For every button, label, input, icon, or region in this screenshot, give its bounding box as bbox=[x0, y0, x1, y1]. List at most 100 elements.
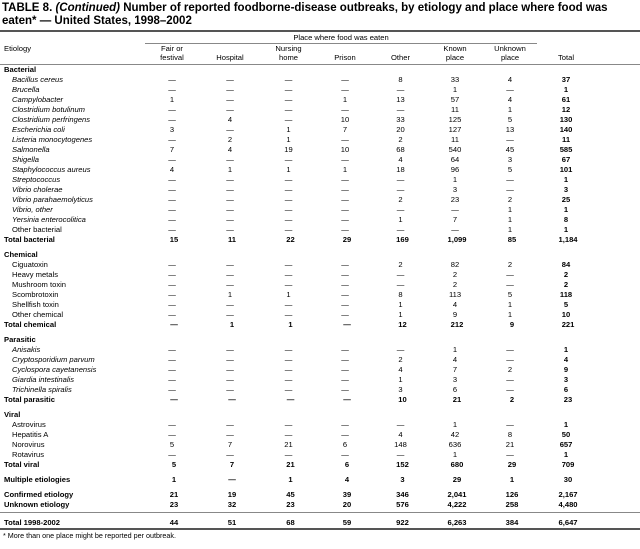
etiology-name: Vibrio parahaemolyticus bbox=[12, 195, 93, 204]
value-cell: 9 bbox=[452, 310, 458, 319]
spacer bbox=[483, 65, 537, 76]
rule bbox=[595, 62, 640, 65]
table-row: Scombrotoxin — 1 1 — 8 113 5 118 bbox=[0, 290, 640, 300]
value-cell: 12 bbox=[398, 320, 407, 329]
value-cell: 1 bbox=[563, 420, 569, 429]
value-cell: — bbox=[284, 310, 293, 319]
table-row: Ciguatoxin — — — — 2 82 2 84 bbox=[0, 260, 640, 270]
value-cell: 4 bbox=[563, 355, 569, 364]
value-cell: — bbox=[396, 420, 405, 429]
value-cell: — bbox=[168, 375, 176, 384]
spacer bbox=[427, 410, 483, 420]
rule bbox=[374, 510, 427, 513]
value-cell: 3 bbox=[563, 185, 569, 194]
etiology-name: Giardia intestinalis bbox=[12, 375, 75, 384]
rule bbox=[427, 510, 483, 513]
value-cell: 5 bbox=[507, 115, 513, 124]
spacer bbox=[595, 135, 640, 145]
spacer bbox=[537, 410, 595, 420]
value-cell: — bbox=[284, 105, 293, 114]
value-cell: 44 bbox=[145, 518, 199, 530]
spacer bbox=[595, 345, 640, 355]
value-cell: 6 bbox=[344, 460, 350, 469]
value-cell: — bbox=[226, 300, 234, 309]
value-cell: 13 bbox=[505, 125, 515, 134]
column-header bbox=[537, 44, 595, 54]
value-cell: 4 bbox=[169, 165, 175, 174]
etiology-name: Rotavirus bbox=[12, 450, 45, 459]
value-cell: 64 bbox=[450, 155, 460, 164]
value-cell: — bbox=[168, 450, 176, 459]
value-cell: 2 bbox=[507, 365, 513, 374]
value-cell: — bbox=[506, 135, 514, 144]
etiology-name: Bacillus cereus bbox=[12, 75, 64, 84]
value-cell: — bbox=[284, 420, 293, 429]
table-row: Listeria monocytogenes — 2 1 — 2 11 — 11 bbox=[0, 135, 640, 145]
value-cell: — bbox=[396, 205, 405, 214]
etiology-name: Scombrotoxin bbox=[12, 290, 59, 299]
rule bbox=[537, 510, 596, 513]
value-cell: 3 bbox=[452, 185, 458, 194]
value-cell: 2 bbox=[398, 355, 403, 364]
table-row: Shigella — — — — 4 64 3 67 bbox=[0, 155, 640, 165]
value-cell: — bbox=[168, 280, 176, 289]
value-cell: 13 bbox=[396, 95, 405, 104]
value-cell: 61 bbox=[561, 95, 571, 104]
value-cell: 2 bbox=[507, 195, 513, 204]
value-cell: 8 bbox=[507, 430, 513, 439]
value-cell: 50 bbox=[561, 430, 571, 439]
value-cell: 2,041 bbox=[447, 490, 467, 499]
value-cell: — bbox=[226, 185, 234, 194]
etiology-name: Shellfish toxin bbox=[12, 300, 59, 309]
value-cell: 19 bbox=[227, 490, 237, 499]
column-header bbox=[199, 44, 261, 54]
value-cell: 29 bbox=[342, 235, 352, 244]
value-cell: — bbox=[228, 475, 236, 484]
section-header: Chemical bbox=[0, 250, 640, 260]
value-cell: 9 bbox=[509, 320, 515, 329]
rule bbox=[0, 62, 145, 65]
value-cell: — bbox=[226, 95, 234, 104]
value-cell: — bbox=[341, 300, 349, 309]
value-cell: — bbox=[341, 175, 349, 184]
spacer bbox=[537, 250, 595, 260]
etiology-name: Astrovirus bbox=[12, 420, 46, 429]
etiology-name: Heavy metals bbox=[12, 270, 59, 279]
table-row: Mushroom toxin — — — — — 2 — 2 bbox=[0, 280, 640, 290]
value-cell: — bbox=[170, 320, 178, 329]
spacer bbox=[261, 335, 316, 345]
value-cell: — bbox=[506, 270, 514, 279]
value-cell: 3 bbox=[507, 155, 513, 164]
etiology-name: Streptococcus bbox=[12, 175, 61, 184]
spacer bbox=[595, 395, 640, 405]
value-cell: — bbox=[226, 85, 234, 94]
table-row: Hepatitis A — — — — 4 42 8 50 bbox=[0, 430, 640, 440]
value-cell: — bbox=[226, 375, 234, 384]
value-cell: 1 bbox=[398, 300, 403, 309]
value-cell: — bbox=[284, 185, 293, 194]
value-cell: — bbox=[506, 420, 514, 429]
value-cell: 1 bbox=[286, 290, 291, 299]
value-cell: 126 bbox=[505, 490, 519, 499]
value-cell: 709 bbox=[561, 460, 575, 469]
spacer bbox=[595, 365, 640, 375]
spacer bbox=[595, 430, 640, 440]
etiology-name: Norovirus bbox=[12, 440, 45, 449]
value-cell: 2 bbox=[507, 260, 513, 269]
value-cell: 2 bbox=[509, 395, 515, 404]
value-cell: 18 bbox=[396, 165, 405, 174]
value-cell: 67 bbox=[561, 155, 571, 164]
value-cell: 21 bbox=[505, 440, 515, 449]
table-row: Campylobacter 1 — — 1 13 57 4 61 bbox=[0, 95, 640, 105]
value-cell: — bbox=[341, 345, 349, 354]
header-row: Etiology Fair or Nursing Known Unknown bbox=[0, 44, 640, 54]
value-cell: 8 bbox=[398, 290, 403, 299]
value-cell: 6,263 bbox=[427, 518, 483, 530]
value-cell: 1 bbox=[288, 475, 293, 484]
spacer bbox=[595, 440, 640, 450]
value-cell: — bbox=[168, 105, 176, 114]
column-header bbox=[0, 53, 145, 62]
value-cell: 2,167 bbox=[558, 490, 578, 499]
value-cell: 22 bbox=[286, 235, 295, 244]
spacer bbox=[595, 65, 640, 76]
